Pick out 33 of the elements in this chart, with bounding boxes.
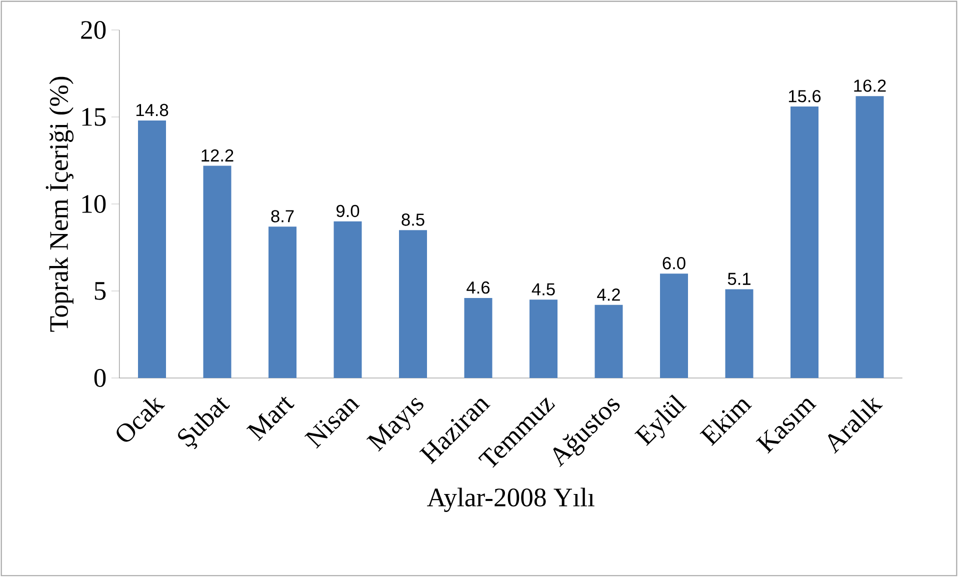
bar [138,120,166,378]
bar [464,298,492,378]
data-label: 12.2 [202,149,234,162]
data-label: 8.7 [271,210,294,222]
y-tick-label: 15 [82,108,106,126]
data-label: 4.5 [532,283,555,296]
data-label: 4.6 [466,281,490,294]
y-tick-label: 10 [82,194,106,213]
data-label: 5.1 [728,272,750,285]
x-tick-label: Mart [246,396,294,442]
data-label: 15.6 [788,90,821,102]
bar [856,96,884,378]
y-tick-label: 20 [81,20,106,39]
bar [725,289,754,378]
bar [399,230,427,378]
data-label: 6.0 [662,257,686,270]
x-tick-label: Ocak [116,398,166,442]
y-tick-label: 5 [94,282,106,300]
x-axis-title: Aylar-2008 Yılı [427,488,594,512]
bar [790,106,818,378]
y-axis-title: Toprak Nem İçeriği (%) [46,76,74,332]
data-label: 9.0 [336,204,360,218]
bar [530,300,558,378]
data-label: 8.5 [402,214,424,226]
data-label: 14.8 [136,104,168,116]
bar [594,304,623,378]
y-tick-label: 0 [94,368,106,387]
bar [334,221,362,378]
bar [660,274,688,378]
data-label: 4.2 [597,288,620,301]
data-label: 16.2 [854,80,886,92]
bar [268,226,297,378]
bar [203,166,232,378]
